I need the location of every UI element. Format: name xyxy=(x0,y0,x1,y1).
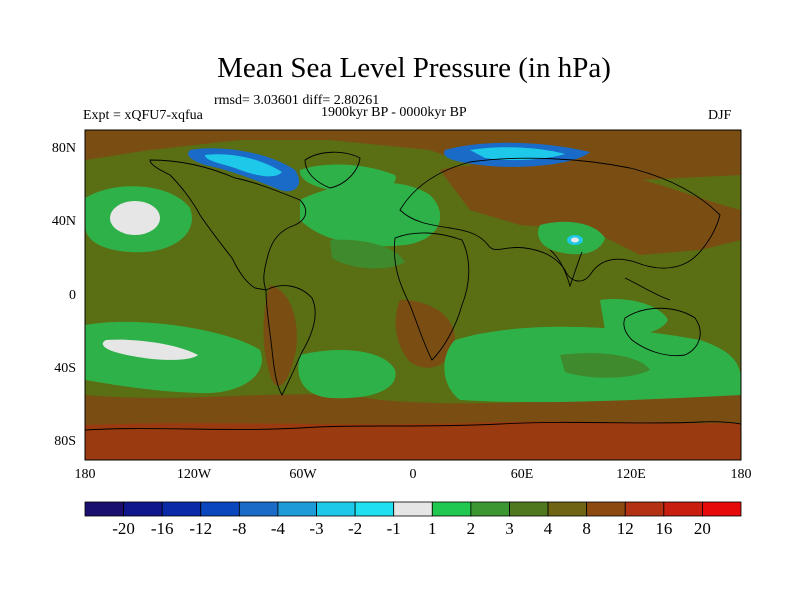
coast-north-america xyxy=(149,159,307,291)
pressure-region-atlantic-green xyxy=(300,182,441,247)
colorbar-swatch xyxy=(431,501,472,517)
colorbar-label: 20 xyxy=(693,519,711,538)
coast-australia xyxy=(623,307,701,357)
colorbar-label: 1 xyxy=(428,519,437,538)
pressure-region-s-atlantic-green xyxy=(298,350,396,399)
x-tick-label: 180 xyxy=(730,467,752,482)
map-title: Mean Sea Level Pressure (in hPa) xyxy=(217,52,611,84)
pressure-region-w-australia-green xyxy=(600,299,668,335)
coast-india xyxy=(549,249,583,288)
x-tick-label: 60E xyxy=(510,467,534,482)
pressure-region-south-america-brown xyxy=(263,285,297,386)
colorbar-swatch xyxy=(702,501,742,517)
colorbar-label: 3 xyxy=(505,519,514,538)
stats-label: rmsd= 3.03601 diff= 2.80261 xyxy=(214,93,380,108)
colorbar-swatch xyxy=(200,501,240,517)
y-tick-label: 40S xyxy=(54,361,76,376)
coast-eurasia xyxy=(399,157,721,282)
pressure-low-siberia-cyan xyxy=(470,147,565,161)
colorbar-swatch xyxy=(663,501,703,517)
x-tick-label: 120W xyxy=(176,467,212,482)
pressure-low-n-pacific-white xyxy=(110,201,160,235)
coast-africa xyxy=(393,232,470,361)
map-panel xyxy=(85,130,741,460)
colorbar-label: 8 xyxy=(582,519,591,538)
x-tick-label: 60W xyxy=(289,467,317,482)
pressure-region-dark-green-patch-2 xyxy=(560,353,650,378)
period-label: 1900kyr BP - 0000kyr BP xyxy=(321,105,467,120)
colorbar-swatch xyxy=(161,501,202,517)
colorbar-swatch xyxy=(470,501,510,517)
colorbar-label: 2 xyxy=(466,519,476,538)
y-tick-label: 40N xyxy=(51,214,76,229)
pressure-region-eurasia-brown xyxy=(440,164,741,255)
colorbar-swatch xyxy=(316,501,356,517)
pressure-low-north-america-cyan xyxy=(205,154,282,177)
colorbar-swatch xyxy=(354,501,395,517)
pressure-low-tibet-white xyxy=(571,237,579,243)
colorbar-label: -2 xyxy=(348,519,363,538)
colorbar-label: 16 xyxy=(655,519,673,538)
colorbar-label: -8 xyxy=(232,519,247,538)
coast-south-america xyxy=(265,285,316,396)
colorbar-label: 12 xyxy=(616,519,634,538)
x-tick-label: 120E xyxy=(616,467,646,482)
colorbar-label: -20 xyxy=(112,519,135,538)
colorbar-swatch xyxy=(238,501,279,517)
colorbar-swatch xyxy=(123,501,163,517)
coast-maritime-asia xyxy=(624,277,671,301)
colorbar xyxy=(84,501,742,517)
pressure-low-s-pacific-white xyxy=(102,339,198,360)
colorbar-label: -1 xyxy=(386,519,401,538)
y-tick-label: 80S xyxy=(54,434,76,449)
pressure-region-antarctic-red-brown xyxy=(85,421,741,460)
colorbar-swatch xyxy=(624,501,665,517)
colorbar-label: -4 xyxy=(270,519,286,538)
colorbar-swatch xyxy=(84,501,124,517)
y-tick-label: 0 xyxy=(69,288,76,303)
colorbar-label: -12 xyxy=(189,519,213,538)
x-tick-label: 180 xyxy=(74,467,96,482)
colorbar-swatch xyxy=(586,501,626,517)
colorbar-swatch xyxy=(393,501,433,517)
y-tick-label: 80N xyxy=(51,141,76,156)
colorbar-swatch xyxy=(277,501,317,517)
colorbar-label: -16 xyxy=(150,519,174,538)
season-label: DJF xyxy=(708,108,732,123)
experiment-label: Expt = xQFU7-xqfua xyxy=(83,108,203,123)
colorbar-label: -3 xyxy=(309,519,324,538)
colorbar-label: 4 xyxy=(543,519,553,538)
coast-greenland xyxy=(304,151,361,189)
coast-antarctica xyxy=(85,421,741,431)
coastlines xyxy=(85,151,741,431)
pressure-region-dark-green-patch-1 xyxy=(330,239,405,269)
colorbar-swatch xyxy=(547,501,588,517)
colorbar-swatch xyxy=(509,501,549,517)
x-tick-label: 0 xyxy=(409,467,417,482)
